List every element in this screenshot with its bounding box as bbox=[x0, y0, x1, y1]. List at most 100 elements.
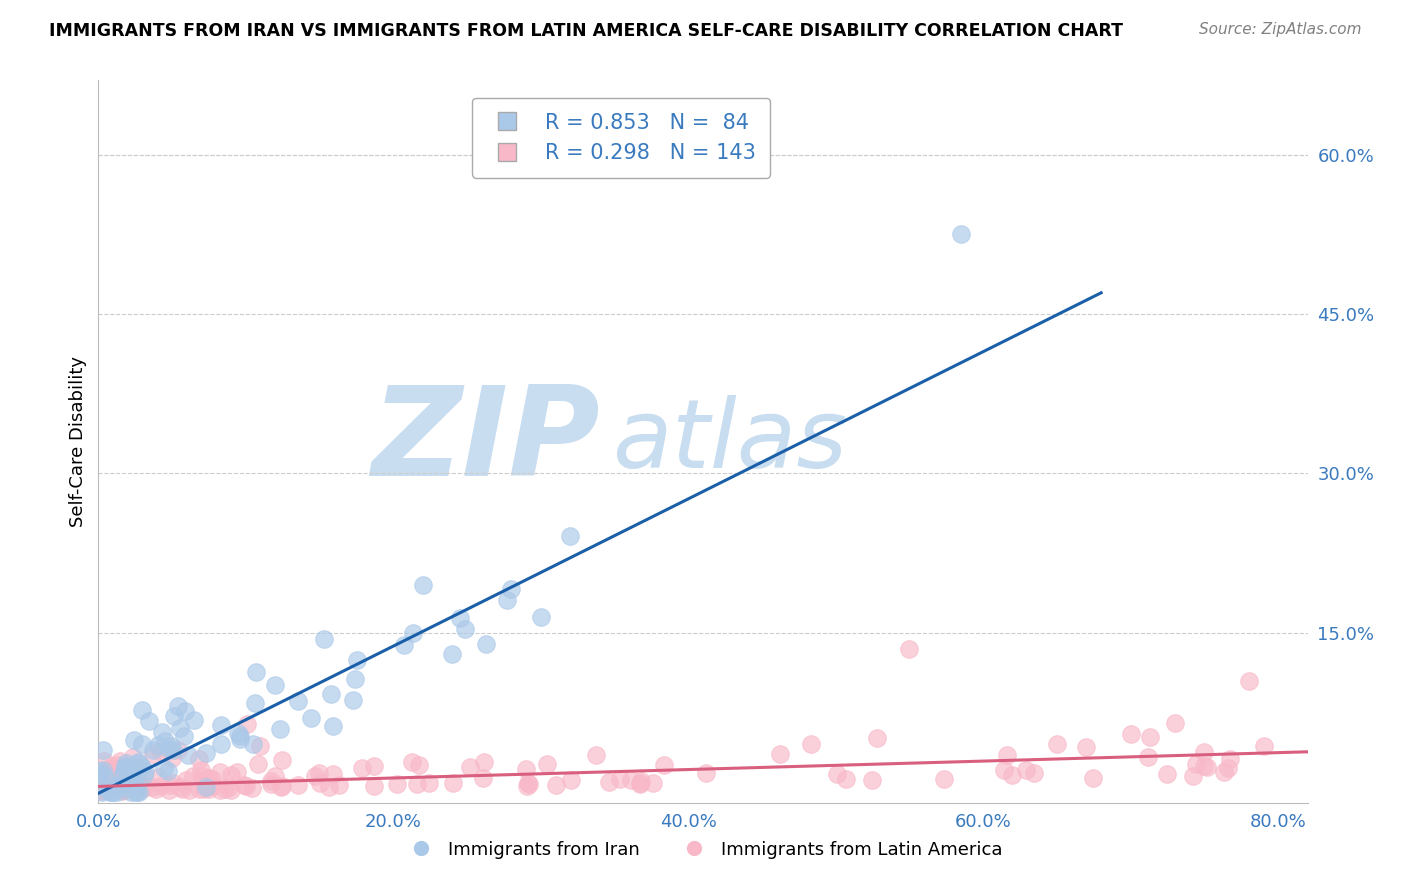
Point bbox=[343, 673, 366, 687]
Point bbox=[120, 779, 142, 793]
Point bbox=[441, 648, 464, 662]
Point bbox=[91, 764, 114, 778]
Point bbox=[560, 773, 582, 788]
Point bbox=[105, 780, 128, 795]
Point bbox=[308, 766, 330, 780]
Point bbox=[122, 732, 145, 747]
Point bbox=[214, 781, 236, 796]
Y-axis label: Self-Care Disability: Self-Care Disability bbox=[69, 356, 87, 527]
Point bbox=[128, 772, 150, 787]
Point bbox=[242, 737, 264, 751]
Point bbox=[643, 776, 665, 790]
Point bbox=[132, 768, 155, 782]
Point bbox=[1213, 765, 1236, 780]
Point bbox=[89, 774, 111, 789]
Point bbox=[124, 779, 146, 793]
Point bbox=[866, 731, 889, 745]
Point bbox=[90, 782, 112, 797]
Point bbox=[270, 753, 292, 767]
Point bbox=[598, 775, 620, 789]
Point bbox=[412, 578, 434, 592]
Point bbox=[173, 704, 195, 718]
Point bbox=[1253, 739, 1275, 753]
Point bbox=[385, 777, 408, 791]
Point bbox=[100, 759, 122, 773]
Point bbox=[157, 783, 180, 797]
Text: Source: ZipAtlas.com: Source: ZipAtlas.com bbox=[1198, 22, 1361, 37]
Point bbox=[299, 711, 322, 725]
Point bbox=[120, 785, 142, 799]
Point bbox=[934, 772, 956, 787]
Point bbox=[695, 765, 717, 780]
Point bbox=[150, 725, 173, 739]
Point bbox=[401, 755, 423, 769]
Point bbox=[263, 770, 285, 784]
Point bbox=[167, 698, 190, 713]
Point bbox=[194, 772, 217, 786]
Point bbox=[221, 782, 243, 797]
Point bbox=[145, 781, 167, 796]
Point bbox=[131, 760, 153, 774]
Point bbox=[1195, 760, 1218, 774]
Point bbox=[401, 626, 423, 640]
Point bbox=[235, 779, 257, 793]
Point bbox=[115, 761, 138, 775]
Point bbox=[160, 739, 183, 753]
Point bbox=[146, 739, 169, 753]
Point bbox=[141, 743, 163, 757]
Point bbox=[93, 780, 115, 795]
Point bbox=[122, 749, 145, 764]
Point bbox=[1001, 768, 1024, 782]
Point bbox=[169, 721, 191, 735]
Point bbox=[1015, 763, 1038, 777]
Point bbox=[118, 771, 141, 785]
Point bbox=[1137, 750, 1160, 764]
Point bbox=[138, 714, 160, 729]
Point bbox=[93, 780, 115, 795]
Point bbox=[1216, 760, 1239, 774]
Point bbox=[458, 760, 481, 774]
Point bbox=[107, 785, 129, 799]
Point bbox=[208, 764, 231, 779]
Point bbox=[226, 726, 249, 740]
Point bbox=[110, 776, 132, 790]
Point bbox=[232, 778, 254, 792]
Point bbox=[208, 783, 231, 797]
Point bbox=[472, 756, 495, 770]
Point bbox=[628, 777, 651, 791]
Point bbox=[312, 632, 335, 646]
Point bbox=[585, 748, 607, 763]
Point bbox=[1156, 766, 1178, 780]
Point bbox=[226, 764, 249, 779]
Point bbox=[346, 652, 368, 666]
Point bbox=[287, 694, 309, 708]
Point bbox=[94, 782, 117, 797]
Point bbox=[515, 762, 537, 776]
Point bbox=[127, 755, 149, 769]
Point bbox=[128, 756, 150, 770]
Point bbox=[176, 772, 198, 787]
Point bbox=[654, 757, 676, 772]
Point bbox=[98, 785, 121, 799]
Point bbox=[194, 780, 217, 794]
Point bbox=[131, 738, 153, 752]
Point bbox=[121, 762, 143, 776]
Point bbox=[1192, 758, 1215, 772]
Point bbox=[264, 678, 287, 692]
Point bbox=[124, 785, 146, 799]
Point bbox=[1022, 766, 1045, 780]
Point bbox=[194, 746, 217, 760]
Point bbox=[188, 782, 211, 797]
Point bbox=[1139, 731, 1161, 745]
Point bbox=[628, 775, 651, 789]
Point bbox=[269, 723, 291, 737]
Point bbox=[1219, 752, 1241, 766]
Point bbox=[249, 739, 271, 753]
Point bbox=[163, 708, 186, 723]
Point bbox=[560, 528, 582, 542]
Point bbox=[260, 773, 283, 788]
Point bbox=[169, 780, 191, 794]
Point bbox=[454, 622, 477, 636]
Point bbox=[209, 738, 232, 752]
Point bbox=[100, 781, 122, 796]
